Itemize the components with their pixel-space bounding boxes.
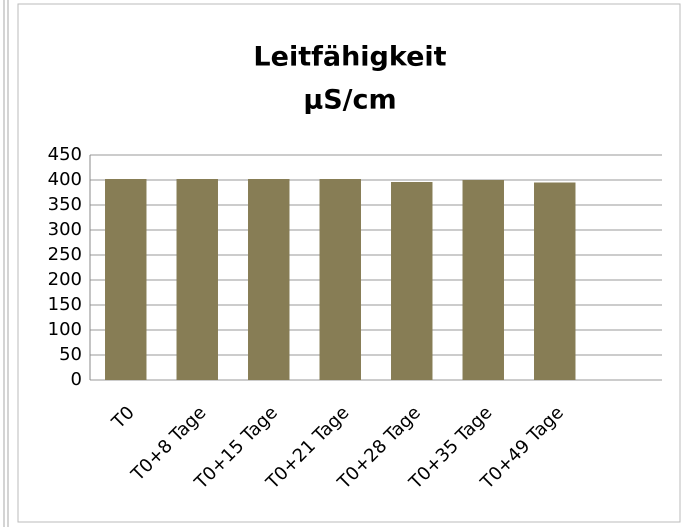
y-tick-label: 250: [48, 244, 82, 265]
bar: [319, 179, 361, 380]
y-tick-label: 150: [48, 294, 82, 315]
y-tick-label: 50: [59, 344, 82, 365]
y-tick-label: 350: [48, 194, 82, 215]
bar: [462, 180, 504, 380]
y-tick-label: 300: [48, 219, 82, 240]
y-tick-label: 100: [48, 319, 82, 340]
bar: [105, 179, 147, 380]
bar: [534, 182, 576, 380]
chart-title: Leitfähigkeit: [253, 42, 446, 73]
y-tick-label: 0: [71, 369, 82, 390]
bar: [248, 179, 290, 380]
y-tick-label: 200: [48, 269, 82, 290]
x-tick-label: T0: [107, 402, 138, 433]
y-tick-label: 400: [48, 169, 82, 190]
chart-subtitle: µS/cm: [303, 85, 396, 116]
chart-border: [17, 3, 681, 523]
bar: [176, 179, 218, 380]
y-tick-label: 450: [48, 144, 82, 165]
bar: [391, 182, 433, 380]
